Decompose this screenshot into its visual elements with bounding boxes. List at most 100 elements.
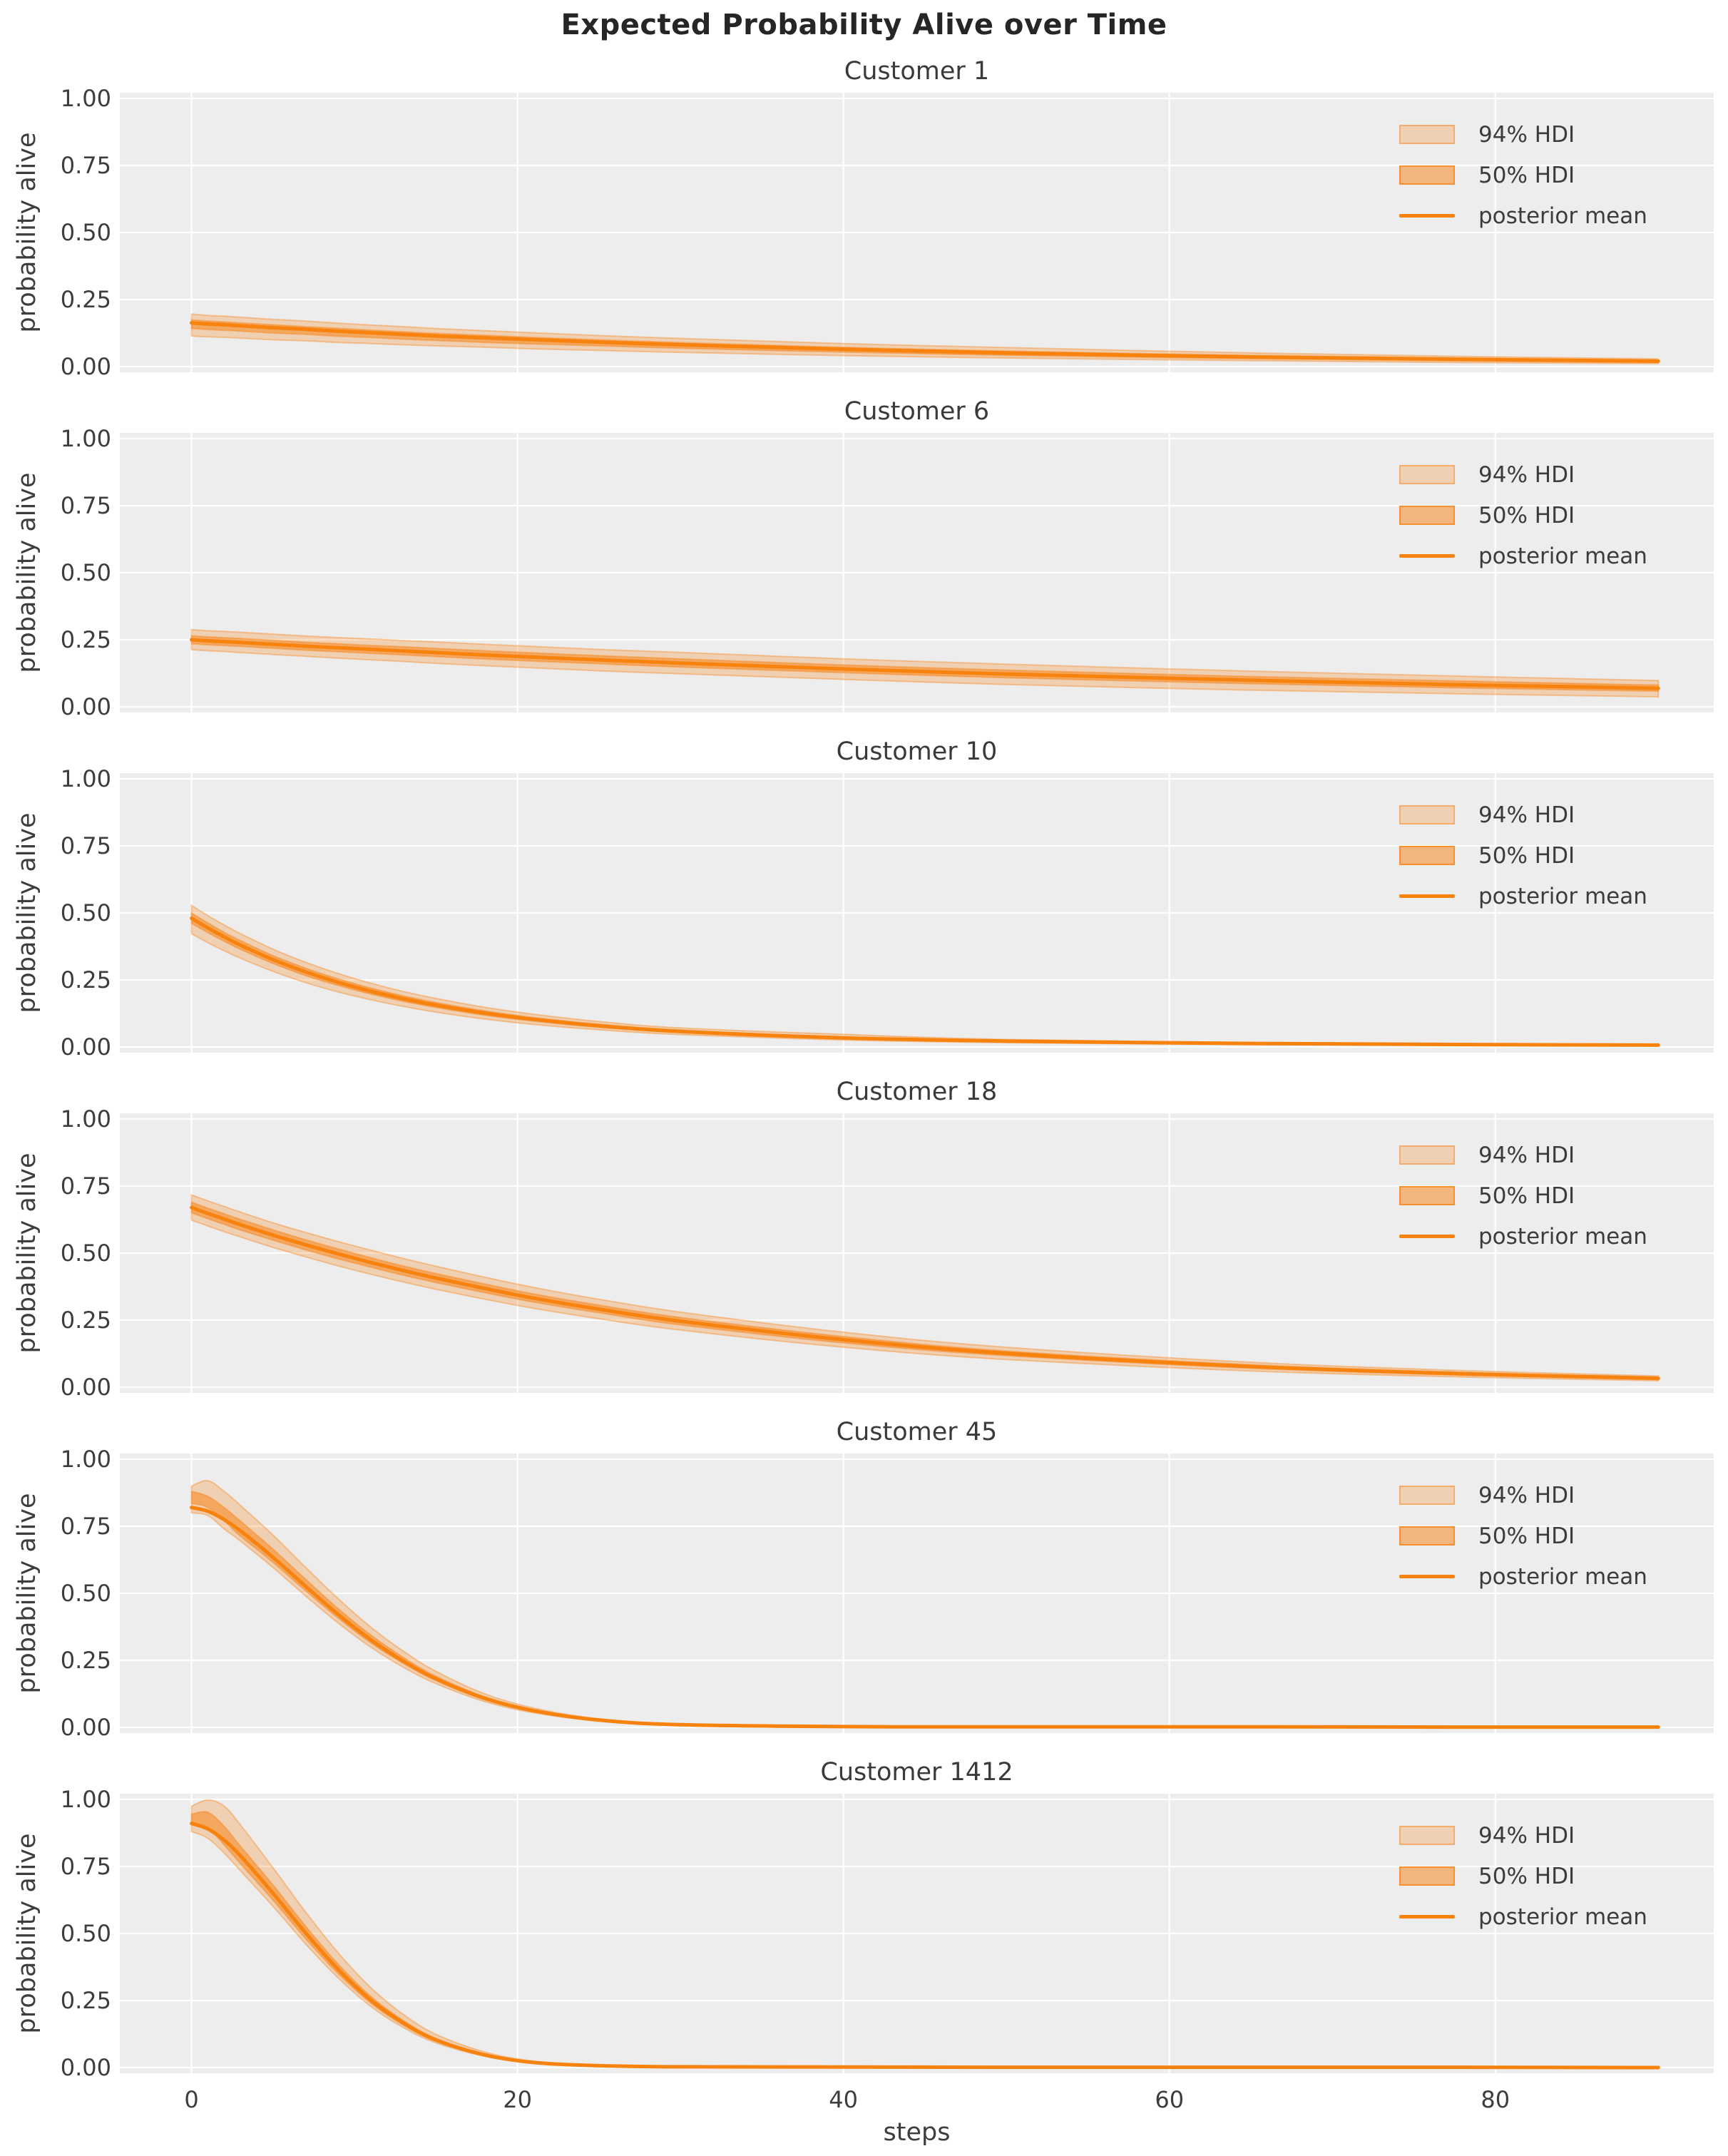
y-tick-label: 0.25 — [60, 1647, 111, 1674]
legend-patch-icon — [1399, 1186, 1455, 1205]
legend-customer-6: 94% HDI 50% HDI posterior mean — [1399, 454, 1647, 576]
y-tick-label: 1.00 — [60, 1105, 111, 1133]
legend-patch-icon — [1399, 846, 1455, 865]
legend-label: 94% HDI — [1478, 1142, 1575, 1168]
subplot-title-customer-6: Customer 6 — [844, 397, 990, 426]
legend-label: 94% HDI — [1478, 1822, 1575, 1849]
subplot-title-customer-10: Customer 10 — [836, 737, 998, 766]
y-tick-label: 0.75 — [60, 152, 111, 179]
subplot-title-customer-1: Customer 1 — [844, 57, 990, 86]
legend-label: posterior mean — [1478, 883, 1647, 909]
plot-svg-customer-1 — [120, 93, 1714, 372]
y-tick-label: 0.50 — [60, 899, 111, 926]
legend-patch-icon — [1399, 506, 1455, 525]
subplot-title-customer-45: Customer 45 — [836, 1418, 998, 1446]
y-tick-label: 1.00 — [60, 1446, 111, 1473]
hdi-94-band — [190, 904, 1660, 1047]
plot-area-customer-45: 94% HDI 50% HDI posterior mean — [120, 1453, 1714, 1733]
plot-area-customer-6: 94% HDI 50% HDI posterior mean — [120, 433, 1714, 712]
subplot-title-customer-18: Customer 18 — [836, 1078, 998, 1106]
legend-patch-icon — [1399, 1526, 1455, 1546]
y-tick-label: 0.50 — [60, 1240, 111, 1267]
y-tick-label: 0.00 — [60, 693, 111, 720]
legend-patch-icon — [1399, 1486, 1455, 1505]
legend-item-posterior-mean: posterior mean — [1399, 1216, 1647, 1257]
legend-line-icon — [1399, 554, 1455, 558]
legend-label: 50% HDI — [1478, 1523, 1575, 1549]
legend-customer-18: 94% HDI 50% HDI posterior mean — [1399, 1135, 1647, 1257]
legend-label: posterior mean — [1478, 203, 1647, 229]
posterior-mean-line — [190, 638, 1660, 690]
legend-line-icon — [1399, 214, 1455, 218]
legend-customer-45: 94% HDI 50% HDI posterior mean — [1399, 1475, 1647, 1597]
legend-line-icon — [1399, 894, 1455, 898]
legend-item-50-hdi: 50% HDI — [1399, 1516, 1647, 1556]
legend-patch-icon — [1399, 465, 1455, 484]
plot-area-customer-10: 94% HDI 50% HDI posterior mean — [120, 773, 1714, 1053]
subplot-title-customer-1412: Customer 1412 — [820, 1758, 1013, 1787]
figure-title: Expected Probability Alive over Time — [561, 9, 1167, 41]
y-tick-label: 0.50 — [60, 1920, 111, 1947]
y-tick-label: 0.75 — [60, 492, 111, 519]
x-tick-label: 40 — [829, 2086, 859, 2113]
legend-patch-icon — [1399, 125, 1455, 144]
legend-line-icon — [1399, 1575, 1455, 1578]
legend-item-94-hdi: 94% HDI — [1399, 1815, 1647, 1856]
legend-label: 94% HDI — [1478, 461, 1575, 488]
legend-label: 50% HDI — [1478, 502, 1575, 528]
legend-item-posterior-mean: posterior mean — [1399, 876, 1647, 916]
legend-label: 50% HDI — [1478, 1182, 1575, 1209]
legend-label: 50% HDI — [1478, 842, 1575, 869]
y-tick-label: 1.00 — [60, 1786, 111, 1813]
x-axis-label: steps — [883, 2118, 951, 2147]
y-tick-label: 0.25 — [60, 1307, 111, 1334]
legend-label: posterior mean — [1478, 1223, 1647, 1250]
y-tick-label: 0.00 — [60, 1714, 111, 1741]
posterior-mean-line — [190, 1822, 1660, 2070]
y-tick-label: 0.00 — [60, 2054, 111, 2081]
y-tick-label: 0.25 — [60, 966, 111, 993]
plot-area-customer-1: 94% HDI 50% HDI posterior mean — [120, 93, 1714, 372]
legend-customer-1412: 94% HDI 50% HDI posterior mean — [1399, 1815, 1647, 1937]
legend-label: 94% HDI — [1478, 802, 1575, 828]
y-tick-label: 0.75 — [60, 832, 111, 859]
legend-item-50-hdi: 50% HDI — [1399, 495, 1647, 536]
y-tick-label: 0.25 — [60, 286, 111, 313]
x-tick-label: 60 — [1155, 2086, 1185, 2113]
y-tick-label: 0.75 — [60, 1513, 111, 1540]
posterior-mean-line — [190, 1506, 1660, 1730]
legend-label: posterior mean — [1478, 1563, 1647, 1590]
legend-item-50-hdi: 50% HDI — [1399, 1175, 1647, 1216]
legend-patch-icon — [1399, 1145, 1455, 1165]
legend-item-50-hdi: 50% HDI — [1399, 155, 1647, 195]
legend-item-94-hdi: 94% HDI — [1399, 1135, 1647, 1175]
y-tick-label: 0.50 — [60, 1580, 111, 1607]
legend-item-94-hdi: 94% HDI — [1399, 114, 1647, 155]
legend-patch-icon — [1399, 1826, 1455, 1845]
y-tick-label: 0.00 — [60, 1374, 111, 1401]
legend-label: 50% HDI — [1478, 1863, 1575, 1889]
legend-item-50-hdi: 50% HDI — [1399, 835, 1647, 876]
plot-svg-customer-18 — [120, 1113, 1714, 1393]
legend-label: posterior mean — [1478, 1904, 1647, 1930]
y-tick-label: 0.00 — [60, 1033, 111, 1061]
legend-line-icon — [1399, 1915, 1455, 1919]
legend-item-posterior-mean: posterior mean — [1399, 536, 1647, 576]
legend-item-94-hdi: 94% HDI — [1399, 1475, 1647, 1516]
posterior-mean-line — [190, 1205, 1660, 1381]
y-tick-label: 0.25 — [60, 1987, 111, 2014]
y-tick-label: 0.00 — [60, 353, 111, 380]
x-tick-label: 80 — [1481, 2086, 1510, 2113]
legend-label: 94% HDI — [1478, 1482, 1575, 1508]
legend-label: 50% HDI — [1478, 162, 1575, 188]
x-tick-label: 20 — [503, 2086, 532, 2113]
legend-item-posterior-mean: posterior mean — [1399, 195, 1647, 236]
legend-patch-icon — [1399, 805, 1455, 824]
y-tick-label: 1.00 — [60, 85, 111, 112]
y-tick-label: 1.00 — [60, 765, 111, 792]
legend-label: 94% HDI — [1478, 121, 1575, 148]
legend-item-94-hdi: 94% HDI — [1399, 795, 1647, 835]
legend-customer-10: 94% HDI 50% HDI posterior mean — [1399, 795, 1647, 916]
legend-customer-1: 94% HDI 50% HDI posterior mean — [1399, 114, 1647, 236]
x-tick-label: 0 — [184, 2086, 199, 2113]
